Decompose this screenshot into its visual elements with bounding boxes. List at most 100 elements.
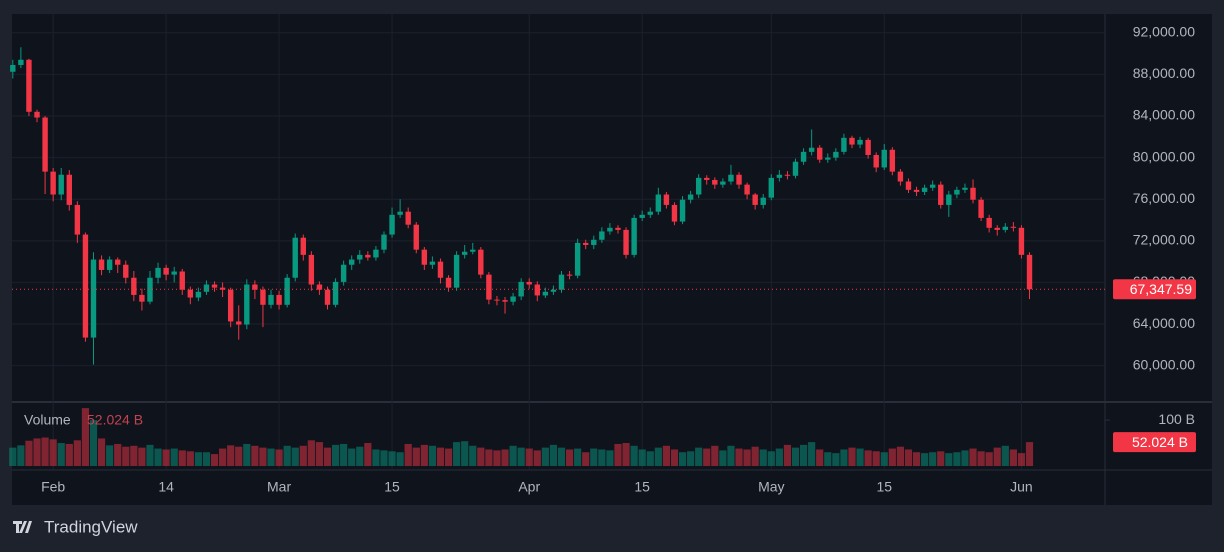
candle-body (946, 194, 952, 205)
candle-body (187, 289, 194, 298)
volume-bar (17, 445, 25, 466)
x-tick-label: 14 (158, 479, 174, 495)
volume-bar (170, 448, 178, 466)
candle-body (841, 137, 847, 152)
candle-body (526, 281, 532, 285)
candle-body (889, 149, 896, 172)
brand-logo (13, 521, 32, 533)
candle-body (421, 249, 428, 265)
candle-body (825, 157, 831, 160)
candle-body (978, 199, 984, 218)
volume-bar (751, 446, 759, 466)
candle-body (752, 194, 758, 205)
volume-bar (840, 449, 848, 466)
volume-bar (162, 449, 170, 466)
volume-bar (356, 446, 364, 466)
candle-body (445, 277, 452, 288)
candle-body (276, 294, 282, 305)
volume-bar (864, 450, 872, 466)
candle-body (171, 271, 177, 275)
volume-bar (436, 447, 445, 466)
candle-body (962, 187, 968, 190)
volume-bar (130, 445, 138, 466)
volume-bar (114, 443, 122, 466)
candle-body (381, 234, 387, 250)
candle-body (833, 151, 839, 158)
volume-bar (210, 454, 219, 466)
candle-body (720, 181, 726, 185)
candle-body (26, 59, 32, 112)
candle-body (316, 284, 323, 290)
volume-bar (961, 450, 969, 466)
volume-bar (904, 449, 913, 466)
volume-bar (953, 452, 961, 466)
x-tick-label: 15 (384, 479, 400, 495)
volume-bar (396, 452, 404, 466)
volume-bar (654, 447, 662, 466)
volume-bar (81, 408, 90, 466)
grid (12, 14, 1105, 470)
volume-bar (985, 452, 993, 466)
candle-body (324, 289, 331, 305)
candle-body (623, 229, 629, 255)
volume-bar (122, 446, 130, 466)
candle-body (494, 299, 500, 301)
volume-bar (243, 443, 251, 466)
volume-bar (598, 449, 606, 466)
candle-body (340, 264, 347, 282)
volume-bar (412, 447, 420, 466)
candle-body (929, 184, 936, 188)
candle-body (50, 171, 56, 195)
volume-bar (929, 452, 937, 466)
volume-bar (646, 451, 654, 466)
volume-bar (146, 444, 154, 466)
volume-tick-label: 100 B (1158, 411, 1195, 427)
candle-body (211, 284, 218, 288)
candle-body (986, 217, 992, 228)
volume-bar (687, 451, 695, 466)
volume-bar (178, 450, 186, 466)
x-tick-label: Mar (267, 479, 291, 495)
volume-bar (453, 442, 461, 466)
candle-body (776, 174, 783, 178)
volume-bar (461, 441, 469, 466)
y-tick-label: 60,000.00 (1133, 356, 1195, 372)
volume-bar (307, 440, 315, 466)
candle-body (800, 151, 807, 162)
candle-body (252, 284, 258, 290)
volume-bar (735, 448, 743, 466)
candle-body (203, 284, 210, 292)
volume-bar (340, 443, 348, 466)
candle-body (728, 174, 734, 182)
candle-body (163, 267, 169, 275)
volume-bar (533, 450, 541, 466)
candle-body (244, 284, 250, 325)
volume-bar (945, 453, 953, 466)
volume-bar (799, 444, 808, 466)
candle-body (558, 274, 565, 290)
candle-body (34, 111, 40, 118)
volume-bar (993, 447, 1001, 466)
chart-background (12, 14, 1212, 505)
candle-body (115, 259, 121, 265)
candle-body (550, 289, 557, 292)
y-tick-label: 76,000.00 (1133, 190, 1195, 206)
volume-bar (912, 452, 921, 466)
candle-body (518, 281, 524, 297)
candle-body (599, 231, 605, 240)
volume-bar (235, 446, 243, 466)
candle-body (332, 281, 339, 305)
volume-bar (816, 449, 824, 466)
candle-body (615, 227, 621, 230)
volume-bar (1001, 445, 1009, 466)
candle-body (768, 177, 774, 198)
candle-body (373, 249, 379, 258)
volume-bar (97, 438, 106, 466)
volume-legend-value: 52.024 B (87, 412, 143, 428)
candle-body (1010, 226, 1017, 228)
candle-body (591, 239, 597, 245)
candle-body (695, 177, 702, 195)
candle-body (647, 211, 653, 215)
candle-body (470, 249, 476, 252)
axes: 60,000.0064,000.0068,000.0072,000.0076,0… (41, 23, 1196, 495)
